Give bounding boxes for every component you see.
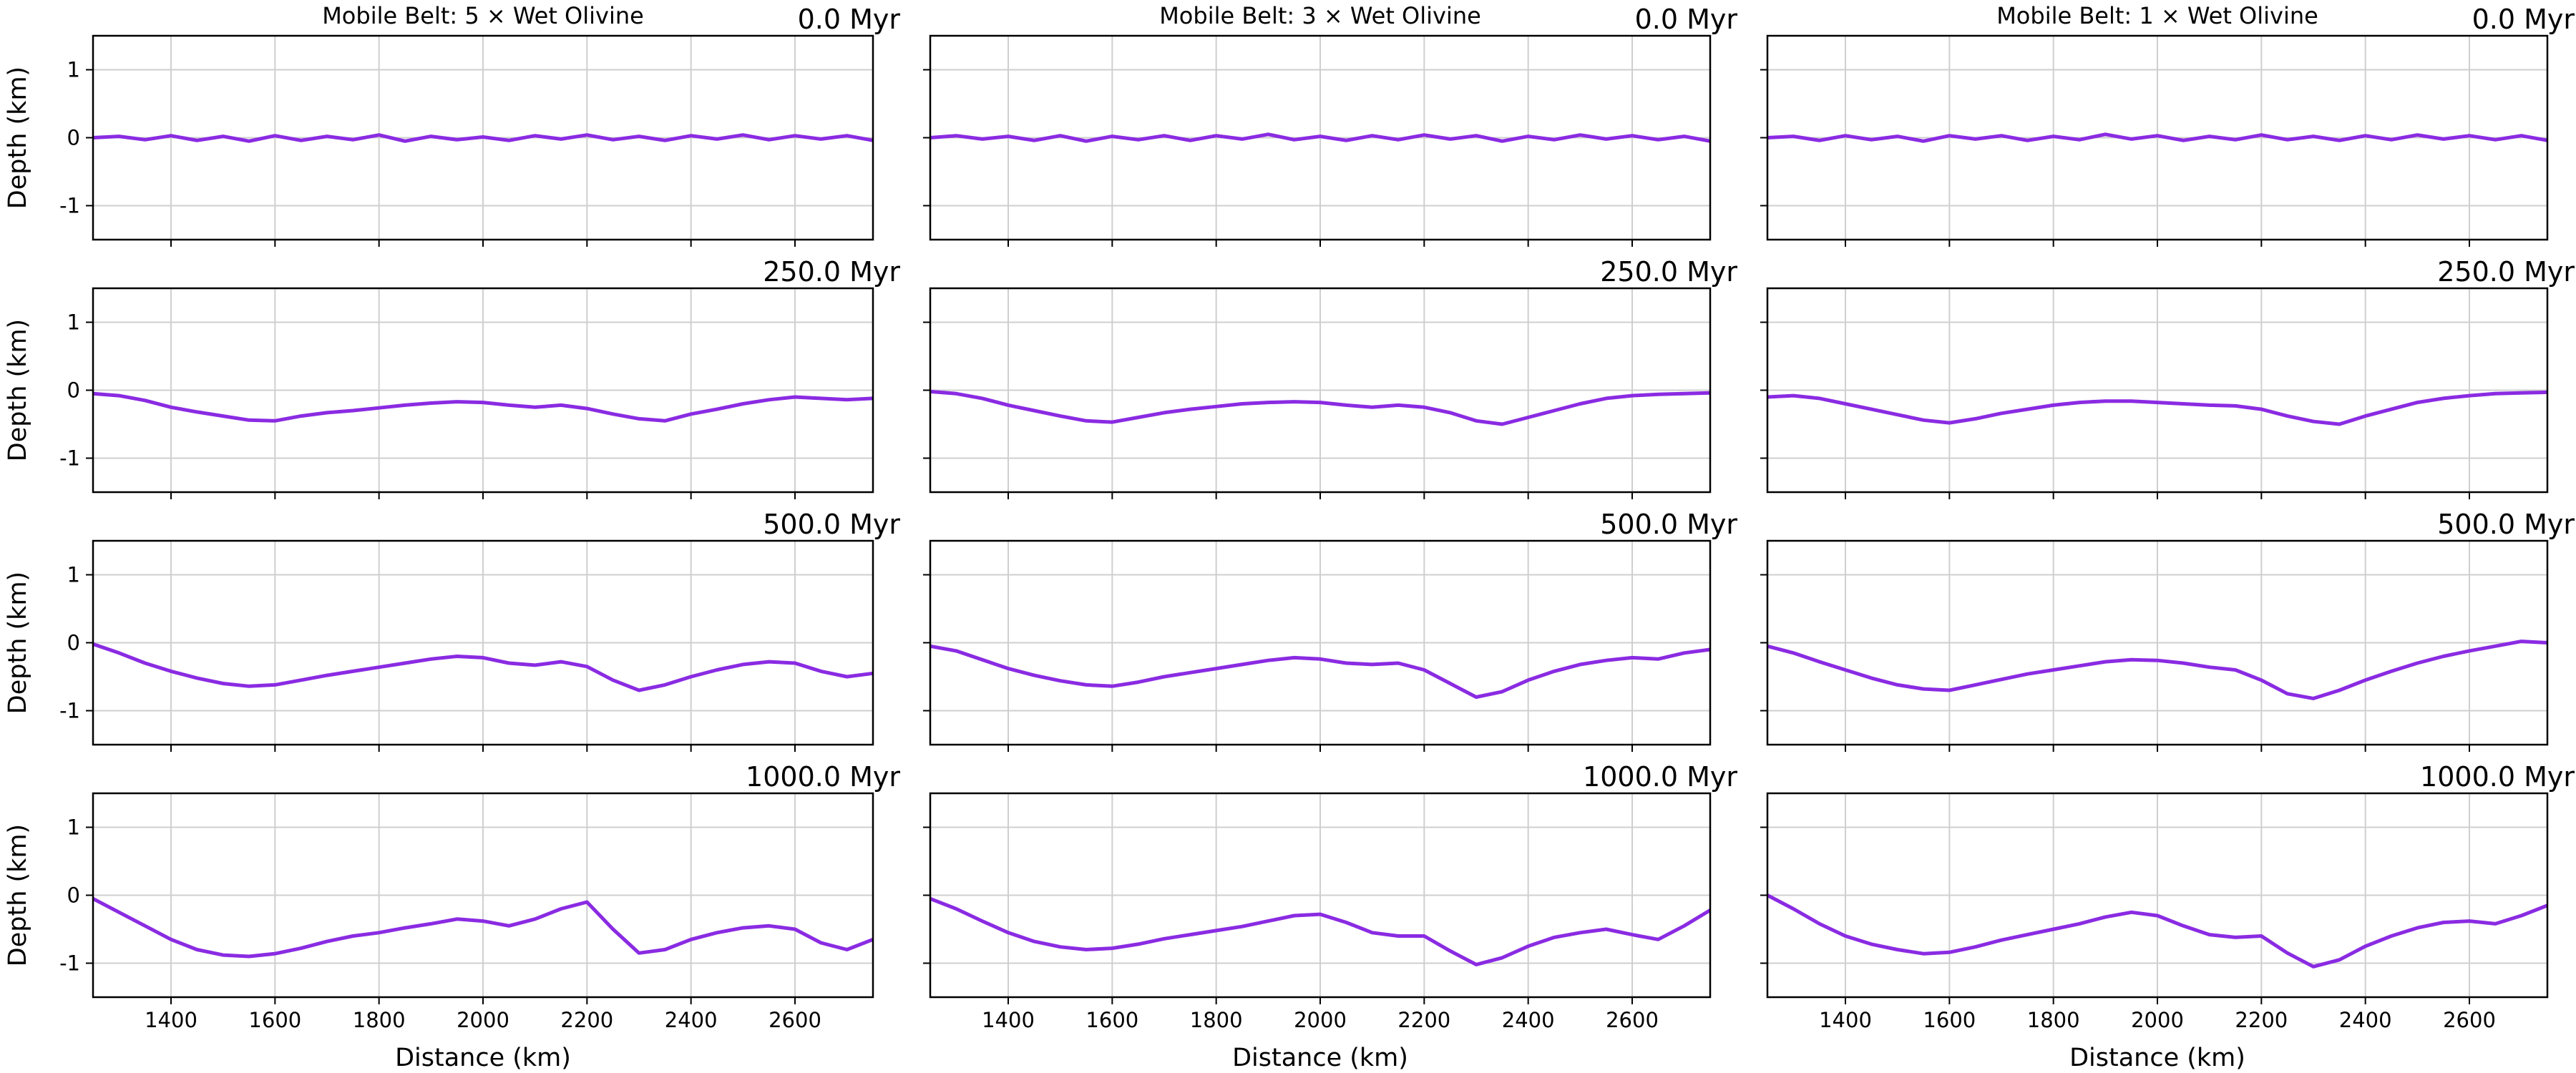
depth-line xyxy=(930,644,1711,699)
x-tick-label: 2400 xyxy=(665,1008,718,1032)
panel-r3-c0: 1400 1600 1800 2000 2200 2400 2600 1 0 -1 Depth (k… xyxy=(4,761,900,1072)
x-tick-label: 1800 xyxy=(2027,1008,2080,1032)
x-tick-label: 1400 xyxy=(1819,1008,1872,1032)
panel-r2-c1: 500.0 Myr xyxy=(923,509,1737,752)
x-tick-label: 1600 xyxy=(1923,1008,1976,1032)
y-tick-label: 1 xyxy=(67,563,80,587)
panel-r1-c0: 1 0 -1 Depth (km) 250.0 Myr xyxy=(4,256,900,499)
x-tick-label: 2200 xyxy=(2235,1008,2288,1032)
time-label: 250.0 Myr xyxy=(763,256,900,288)
panel-r3-c1: 1400 1600 1800 2000 2200 2400 2600 Distance (km… xyxy=(923,761,1737,1072)
depth-line xyxy=(92,642,874,692)
time-label: 0.0 Myr xyxy=(1635,4,1738,35)
x-tick-label: 1800 xyxy=(353,1008,406,1032)
x-tick-label: 2600 xyxy=(769,1008,821,1032)
y-tick-label: -1 xyxy=(59,699,80,723)
time-label: 0.0 Myr xyxy=(2472,4,2575,35)
panel-r1-c1: 250.0 Myr xyxy=(923,256,1737,499)
time-label: 1000.0 Myr xyxy=(746,761,900,793)
x-tick-label: 2400 xyxy=(2339,1008,2392,1032)
time-label: 250.0 Myr xyxy=(1600,256,1737,288)
y-tick-label: -1 xyxy=(59,446,80,471)
y-tick-label: 1 xyxy=(67,815,80,840)
x-tick-label: 2600 xyxy=(2443,1008,2496,1032)
y-tick-label: -1 xyxy=(59,194,80,218)
y-axis-label: Depth (km) xyxy=(4,572,32,714)
y-tick-label: -1 xyxy=(59,951,80,976)
x-axis-label: Distance (km) xyxy=(395,1044,571,1072)
y-tick-label: 1 xyxy=(67,310,80,335)
time-label: 250.0 Myr xyxy=(2437,256,2575,288)
depth-line xyxy=(1766,893,2548,969)
x-axis-label: Distance (km) xyxy=(1232,1044,1408,1072)
y-axis-label: Depth (km) xyxy=(4,67,32,209)
x-tick-label: 2400 xyxy=(1502,1008,1555,1032)
x-tick-label: 2000 xyxy=(1294,1008,1347,1032)
y-tick-label: 0 xyxy=(67,883,80,908)
depth-line xyxy=(92,391,874,423)
x-tick-label: 2200 xyxy=(560,1008,613,1032)
panel-r0-c0: 1 0 -1 Depth (km) Mobile Belt: 5 × Wet Olivi… xyxy=(4,2,900,247)
panel-r1-c2: 250.0 Myr xyxy=(1760,256,2575,499)
depth-line xyxy=(1767,390,2548,426)
depth-line xyxy=(92,897,874,959)
x-tick-label: 2200 xyxy=(1397,1008,1450,1032)
panel-r2-c0: 1 0 -1 Depth (km) 500.0 Myr xyxy=(4,509,900,752)
time-label: 1000.0 Myr xyxy=(2420,761,2575,793)
panel-r3-c2: 1400 1600 1800 2000 2200 2400 2600 Distance (km… xyxy=(1760,761,2575,1072)
depth-line xyxy=(1767,132,2548,143)
depth-line xyxy=(92,133,874,143)
y-axis-label: Depth (km) xyxy=(4,319,32,461)
depth-line xyxy=(930,896,1712,966)
x-tick-label: 1800 xyxy=(1190,1008,1243,1032)
x-tick-label: 1600 xyxy=(1085,1008,1138,1032)
panel-r0-c1: Mobile Belt: 3 × Wet Olivine 0.0 Myr xyxy=(923,2,1737,247)
column-title: Mobile Belt: 5 × Wet Olivine xyxy=(322,2,644,29)
y-tick-label: 0 xyxy=(67,378,80,403)
x-axis-label: Distance (km) xyxy=(2069,1044,2245,1072)
depth-line xyxy=(1767,640,2548,700)
y-tick-label: 1 xyxy=(67,58,80,82)
x-tick-label: 2000 xyxy=(457,1008,509,1032)
x-tick-label: 2600 xyxy=(1606,1008,1659,1032)
column-title: Mobile Belt: 1 × Wet Olivine xyxy=(1996,2,2318,29)
panel-r2-c2: 500.0 Myr xyxy=(1760,509,2575,752)
y-tick-label: 0 xyxy=(67,126,80,150)
column-title: Mobile Belt: 3 × Wet Olivine xyxy=(1159,2,1481,29)
panel-r0-c2: Mobile Belt: 1 × Wet Olivine 0.0 Myr xyxy=(1760,2,2575,247)
depth-line xyxy=(930,389,1711,426)
x-tick-label: 1400 xyxy=(145,1008,197,1032)
time-label: 0.0 Myr xyxy=(798,4,901,35)
x-tick-label: 1400 xyxy=(982,1008,1035,1032)
y-tick-label: 0 xyxy=(67,631,80,655)
time-label: 500.0 Myr xyxy=(2437,509,2575,540)
time-label: 500.0 Myr xyxy=(763,509,900,540)
time-label: 500.0 Myr xyxy=(1600,509,1737,540)
x-tick-label: 2000 xyxy=(2131,1008,2184,1032)
x-tick-label: 1600 xyxy=(248,1008,301,1032)
y-axis-label: Depth (km) xyxy=(4,824,32,966)
depth-line xyxy=(930,132,1711,143)
time-label: 1000.0 Myr xyxy=(1583,761,1737,793)
